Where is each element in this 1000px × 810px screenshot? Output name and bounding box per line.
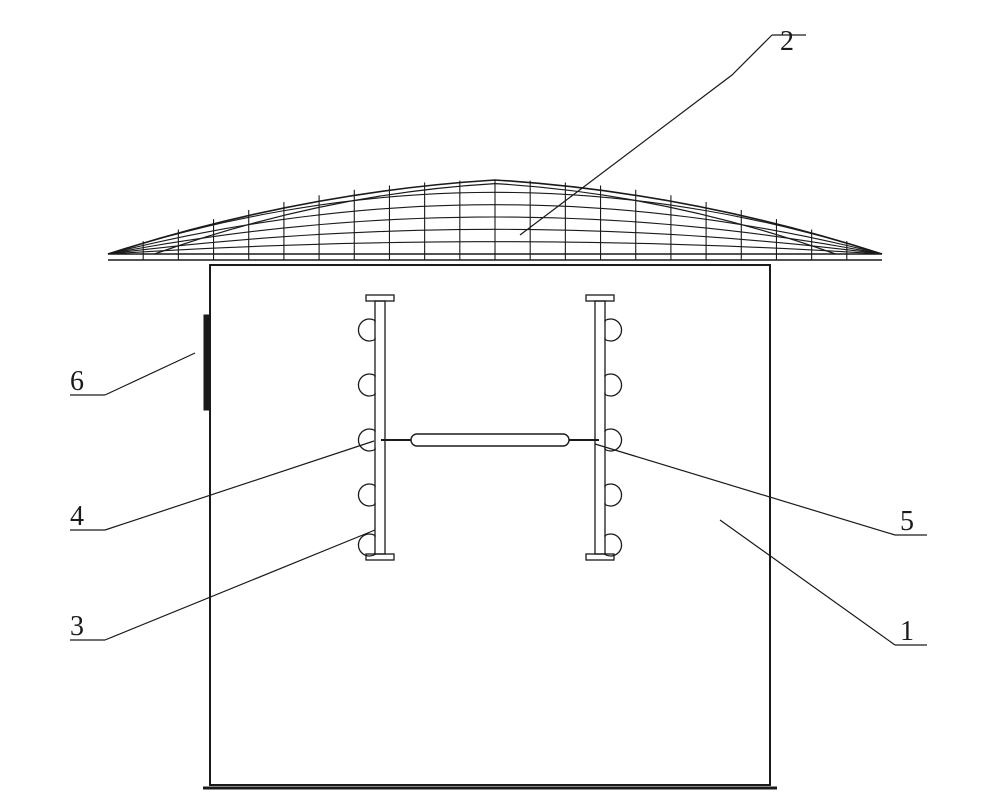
rail-hook bbox=[358, 374, 375, 396]
rail-hook bbox=[358, 484, 375, 506]
hinge-slot bbox=[204, 315, 210, 410]
callout-5: 5 bbox=[595, 444, 927, 537]
lid-mesh bbox=[108, 180, 882, 260]
callout-3: 3 bbox=[70, 530, 375, 642]
callout-label-3: 3 bbox=[70, 611, 84, 642]
callout-label-1: 1 bbox=[900, 616, 914, 647]
callout-4: 4 bbox=[70, 441, 374, 532]
rail-hook bbox=[605, 534, 622, 556]
rail-right bbox=[586, 295, 622, 560]
rail-hook bbox=[605, 374, 622, 396]
rail-hook bbox=[605, 319, 622, 341]
rail-left bbox=[358, 295, 394, 560]
rail-hook bbox=[358, 429, 375, 451]
technical-diagram: 2 6 4 3 5 1 bbox=[0, 0, 1000, 810]
callout-6: 6 bbox=[70, 353, 195, 397]
callout-label-4: 4 bbox=[70, 501, 84, 532]
callout-label-2: 2 bbox=[780, 26, 794, 57]
rail-hook bbox=[358, 319, 375, 341]
rail-hook bbox=[605, 484, 622, 506]
cross-rod bbox=[411, 434, 569, 446]
rail-hook bbox=[358, 534, 375, 556]
callout-label-5: 5 bbox=[900, 506, 914, 537]
container-body bbox=[210, 265, 770, 785]
callout-1: 1 bbox=[720, 520, 927, 647]
callout-label-6: 6 bbox=[70, 366, 84, 397]
